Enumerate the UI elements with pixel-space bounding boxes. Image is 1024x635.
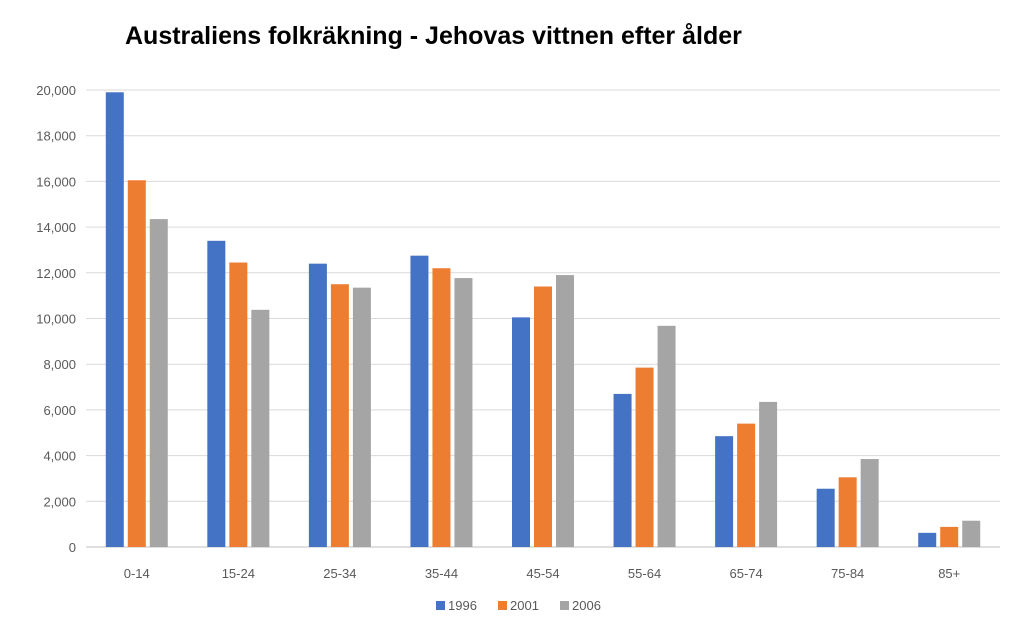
legend-label-2001: 2001 <box>510 598 539 613</box>
y-tick-label: 12,000 <box>36 266 76 281</box>
bar-1996-55-64 <box>613 393 632 547</box>
bar-1996-75-84 <box>816 488 835 547</box>
x-tick-label: 85+ <box>938 566 960 581</box>
x-tick-label: 65-74 <box>729 566 762 581</box>
x-tick-label: 55-64 <box>628 566 661 581</box>
y-tick-label: 18,000 <box>36 129 76 144</box>
bar-2006-65-74 <box>759 401 778 547</box>
legend-label-1996: 1996 <box>448 598 477 613</box>
bar-1996-65-74 <box>715 436 734 547</box>
bar-1996-15-24 <box>207 240 226 547</box>
legend-label-2006: 2006 <box>572 598 601 613</box>
y-tick-label: 8,000 <box>43 357 76 372</box>
y-tick-label: 4,000 <box>43 449 76 464</box>
bar-1996-25-34 <box>308 263 327 547</box>
x-tick-label: 75-84 <box>831 566 864 581</box>
bar-2006-0-14 <box>149 219 168 548</box>
y-tick-label: 16,000 <box>36 174 76 189</box>
y-tick-label: 6,000 <box>43 403 76 418</box>
x-tick-label: 0-14 <box>124 566 150 581</box>
bar-1996-35-44 <box>410 255 429 547</box>
bar-2006-85+ <box>962 520 981 547</box>
bar-2001-35-44 <box>432 268 451 547</box>
x-tick-label: 25-34 <box>323 566 356 581</box>
y-tick-label: 2,000 <box>43 494 76 509</box>
legend-swatch-2006 <box>560 601 569 610</box>
legend-swatch-2001 <box>498 601 507 610</box>
chart-title: Australiens folkräkning - Jehovas vittne… <box>125 22 742 50</box>
bar-2001-85+ <box>940 526 959 547</box>
bar-2006-75-84 <box>860 459 879 547</box>
bar-2006-35-44 <box>454 278 473 547</box>
y-tick-label: 10,000 <box>36 312 76 327</box>
bar-2006-55-64 <box>657 325 676 547</box>
bar-2001-45-54 <box>534 286 552 547</box>
bar-2001-65-74 <box>737 423 756 547</box>
y-tick-label: 14,000 <box>36 220 76 235</box>
bar-2001-15-24 <box>229 262 248 547</box>
bar-2001-25-34 <box>330 284 349 547</box>
bar-2006-15-24 <box>251 309 270 547</box>
legend-swatch-1996 <box>436 601 445 610</box>
x-tick-label: 15-24 <box>222 566 255 581</box>
bar-2001-75-84 <box>838 477 857 547</box>
x-tick-label: 45-54 <box>526 566 559 581</box>
y-tick-label: 20,000 <box>36 83 76 98</box>
bar-1996-45-54 <box>512 317 530 547</box>
bar-2006-45-54 <box>556 275 574 547</box>
y-tick-label: 0 <box>69 540 76 555</box>
bar-2001-0-14 <box>127 180 146 547</box>
x-tick-label: 35-44 <box>425 566 458 581</box>
bar-1996-85+ <box>918 532 937 547</box>
bar-2001-55-64 <box>635 367 654 547</box>
bar-2006-25-34 <box>352 287 371 547</box>
bar-1996-0-14 <box>105 92 124 547</box>
